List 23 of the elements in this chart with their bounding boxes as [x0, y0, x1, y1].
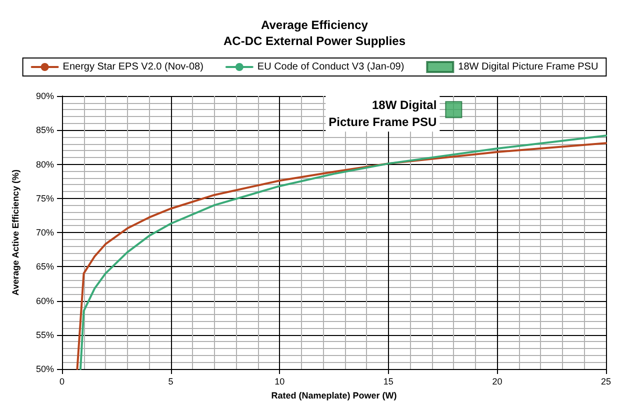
chart-title: Average Efficiency — [261, 18, 368, 32]
x-tick-label: 15 — [383, 376, 394, 386]
y-tick-label: 75% — [36, 193, 54, 204]
legend-label: 18W Digital Picture Frame PSU — [458, 62, 598, 72]
y-tick-label: 90% — [36, 91, 54, 101]
y-tick-label: 80% — [36, 159, 54, 170]
y-tick-label: 50% — [36, 364, 54, 374]
x-tick-label: 25 — [600, 376, 612, 386]
legend-label: EU Code of Conduct V3 (Jan-09) — [257, 62, 404, 72]
y-tick-label: 85% — [36, 125, 54, 136]
y-tick-label: 70% — [36, 228, 54, 238]
x-tick-label: 0 — [59, 376, 65, 386]
y-tick-label: 65% — [36, 262, 54, 272]
chart-subtitle: AC-DC External Power Supplies — [223, 34, 406, 48]
x-tick-label: 5 — [168, 376, 174, 386]
y-tick-label: 55% — [36, 330, 54, 340]
annotation: 18W Digital Picture Frame PSU — [328, 98, 437, 130]
x-tick-label: 10 — [274, 376, 285, 386]
x-axis-title: Rated (Nameplate) Power (W) — [271, 390, 397, 400]
y-tick-label: 60% — [36, 296, 54, 306]
legend-label: Energy Star EPS V2.0 (Nov-08) — [62, 62, 204, 72]
y-axis-title: Average Active Efficiency (%) — [10, 170, 20, 296]
x-tick-label: 20 — [492, 376, 502, 386]
